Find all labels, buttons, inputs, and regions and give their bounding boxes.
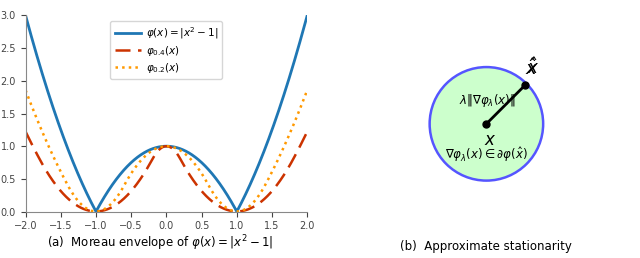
Line: $\varphi(x) = |x^2 - 1|$: $\varphi(x) = |x^2 - 1|$: [26, 15, 307, 212]
$\varphi_{0.4}(x)$: [92, 210, 100, 213]
Line: $\varphi_{0.4}(x)$: $\varphi_{0.4}(x)$: [26, 132, 307, 211]
$\varphi(x) = |x^2 - 1|$: [152, 146, 159, 149]
$\varphi_{0.4}(x)$: [36, 158, 44, 161]
$\varphi(x) = |x^2 - 1|$: [295, 43, 303, 46]
Text: $\hat{x}$: $\hat{x}$: [527, 58, 540, 78]
$\varphi_{0.2}(x)$: [303, 89, 311, 92]
Legend: $\varphi(x) = |x^2 - 1|$, $\varphi_{0.4}(x)$, $\varphi_{0.2}(x)$: $\varphi(x) = |x^2 - 1|$, $\varphi_{0.4}…: [110, 21, 223, 79]
$\varphi_{0.2}(x)$: [92, 210, 100, 213]
Text: $\nabla\varphi_\lambda(x) \in \partial\varphi(\hat{x})$: $\nabla\varphi_\lambda(x) \in \partial\v…: [445, 145, 528, 164]
$\varphi(x) = |x^2 - 1|$: [244, 189, 252, 192]
$\varphi(x) = |x^2 - 1|$: [36, 64, 44, 68]
Line: $\varphi_{0.2}(x)$: $\varphi_{0.2}(x)$: [26, 90, 307, 211]
Text: $x$: $x$: [484, 132, 497, 149]
$\varphi_{0.2}(x)$: [152, 147, 159, 150]
Text: (a)  Moreau envelope of $\varphi(x) = |x^2 - 1|$: (a) Moreau envelope of $\varphi(x) = |x^…: [47, 233, 273, 253]
$\varphi_{0.4}(x)$: [159, 146, 166, 149]
$\varphi_{0.2}(x)$: [36, 125, 44, 128]
Text: $\lambda\|\nabla\varphi_\lambda(x)\|$: $\lambda\|\nabla\varphi_\lambda(x)\|$: [459, 92, 515, 109]
$\varphi_{0.4}(x)$: [295, 146, 303, 149]
$\varphi_{0.4}(x)$: [295, 147, 303, 150]
$\varphi(x) = |x^2 - 1|$: [92, 210, 100, 213]
$\varphi_{0.4}(x)$: [303, 130, 311, 133]
$\varphi_{0.2}(x)$: [295, 110, 303, 113]
$\varphi_{0.2}(x)$: [159, 145, 166, 148]
$\varphi(x) = |x^2 - 1|$: [22, 14, 29, 17]
$\varphi(x) = |x^2 - 1|$: [295, 43, 303, 46]
Circle shape: [429, 67, 543, 181]
$\varphi_{0.4}(x)$: [152, 153, 159, 156]
$\varphi_{0.4}(x)$: [22, 130, 29, 133]
Text: (b)  Approximate stationarity: (b) Approximate stationarity: [401, 240, 572, 253]
$\varphi_{0.2}(x)$: [244, 206, 252, 209]
$\varphi_{0.4}(x)$: [244, 208, 252, 211]
$\varphi(x) = |x^2 - 1|$: [303, 14, 311, 17]
$\varphi_{0.2}(x)$: [22, 89, 29, 92]
$\varphi(x) = |x^2 - 1|$: [159, 145, 166, 148]
Text: $\hat{x}$: $\hat{x}$: [525, 58, 538, 79]
$\varphi_{0.2}(x)$: [295, 109, 303, 112]
